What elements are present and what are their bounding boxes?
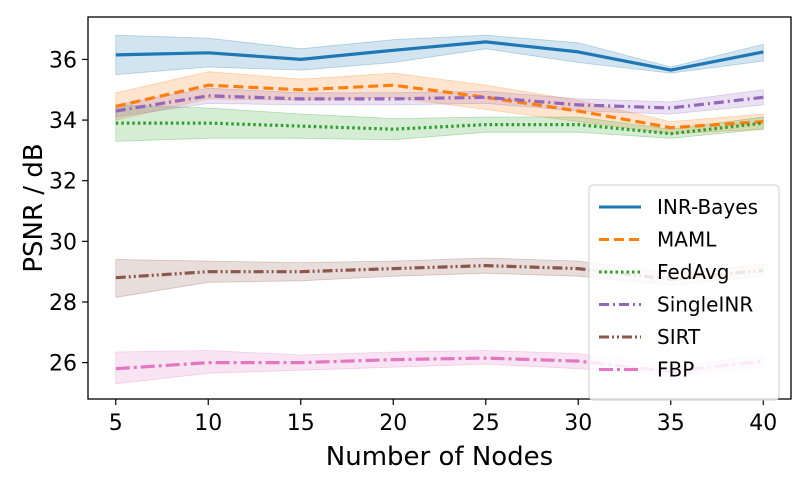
x-tick-label: 40 bbox=[749, 411, 777, 436]
x-tick-label: 15 bbox=[287, 411, 315, 436]
legend-label-singleinr: SingleINR bbox=[657, 293, 753, 317]
x-axis-ticks: 5 10 15 20 25 30 35 40 bbox=[109, 399, 777, 436]
x-tick-label: 25 bbox=[472, 411, 500, 436]
line-singleinr bbox=[115, 94, 764, 113]
plot-frame bbox=[87, 16, 792, 400]
line-fedavg bbox=[115, 121, 764, 136]
x-tick-label: 20 bbox=[379, 411, 407, 436]
x-axis-label: Number of Nodes bbox=[326, 442, 553, 472]
line-inr-bayes bbox=[115, 40, 764, 72]
x-tick-label: 30 bbox=[564, 411, 592, 436]
y-axis-ticks: 26 28 30 32 34 36 bbox=[49, 48, 88, 377]
line-sirt bbox=[115, 264, 764, 281]
y-tick-label: 28 bbox=[49, 291, 77, 316]
legend-label-fedavg: FedAvg bbox=[657, 260, 729, 284]
band-maml bbox=[115, 71, 764, 135]
legend-label-maml: MAML bbox=[657, 228, 717, 252]
legend-label-sirt: SIRT bbox=[657, 325, 701, 349]
band-inr-bayes bbox=[115, 34, 764, 76]
legend: INR-Bayes MAML FedAvg SingleINR SIRT FBP bbox=[588, 184, 780, 401]
line-fbp bbox=[115, 356, 764, 374]
band-singleinr bbox=[115, 87, 764, 118]
y-tick-label: 30 bbox=[49, 230, 77, 255]
line-maml bbox=[115, 83, 764, 130]
y-tick-label: 36 bbox=[49, 48, 77, 73]
series-lines bbox=[115, 40, 764, 374]
y-tick-label: 32 bbox=[49, 170, 77, 195]
legend-label-fbp: FBP bbox=[657, 358, 694, 382]
y-axis-label: PSNR / dB bbox=[19, 143, 49, 272]
x-tick-label: 5 bbox=[109, 411, 123, 436]
band-fedavg bbox=[115, 104, 764, 142]
x-tick-label: 35 bbox=[657, 411, 685, 436]
y-tick-label: 26 bbox=[49, 352, 77, 377]
legend-label-inr-bayes: INR-Bayes bbox=[657, 195, 758, 219]
y-tick-label: 34 bbox=[49, 109, 77, 134]
x-tick-label: 10 bbox=[194, 411, 222, 436]
